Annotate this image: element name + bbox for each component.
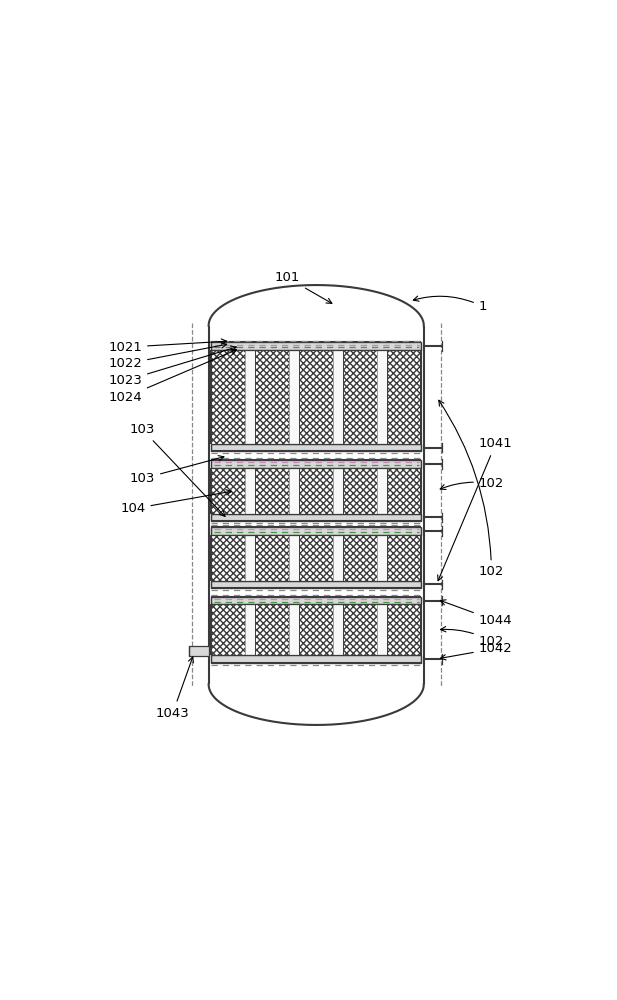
Bar bbox=[387, 604, 421, 655]
Bar bbox=[387, 468, 421, 514]
Bar bbox=[343, 350, 377, 444]
Text: 1041: 1041 bbox=[437, 437, 513, 581]
Text: 1: 1 bbox=[413, 296, 487, 313]
Bar bbox=[212, 604, 246, 655]
Bar bbox=[343, 604, 377, 655]
Bar bbox=[299, 535, 333, 581]
Bar bbox=[289, 468, 299, 514]
Bar bbox=[377, 468, 387, 514]
Bar bbox=[387, 535, 421, 581]
Text: 102: 102 bbox=[441, 627, 504, 648]
Bar bbox=[212, 468, 246, 514]
Bar bbox=[212, 527, 421, 535]
Bar bbox=[255, 350, 289, 444]
Bar bbox=[289, 604, 299, 655]
Bar bbox=[212, 350, 246, 444]
Bar bbox=[377, 350, 387, 444]
Bar bbox=[246, 604, 255, 655]
Bar bbox=[255, 535, 289, 581]
Bar bbox=[212, 514, 421, 521]
Bar bbox=[299, 350, 333, 444]
Bar bbox=[333, 468, 343, 514]
Bar bbox=[212, 535, 246, 581]
Bar bbox=[377, 535, 387, 581]
Bar bbox=[333, 604, 343, 655]
Text: 1023: 1023 bbox=[108, 346, 236, 387]
Text: 102: 102 bbox=[440, 477, 504, 490]
Bar bbox=[246, 350, 255, 444]
Bar bbox=[333, 535, 343, 581]
Bar bbox=[377, 604, 387, 655]
Bar bbox=[246, 535, 255, 581]
Bar bbox=[387, 350, 421, 444]
Bar bbox=[246, 468, 255, 514]
Bar bbox=[212, 342, 421, 350]
Bar bbox=[333, 350, 343, 444]
Bar bbox=[343, 535, 377, 581]
Text: 1044: 1044 bbox=[441, 600, 512, 627]
Text: 1022: 1022 bbox=[108, 343, 226, 370]
Text: 104: 104 bbox=[120, 490, 231, 515]
Bar bbox=[212, 655, 421, 663]
Bar bbox=[255, 468, 289, 514]
Text: 1042: 1042 bbox=[441, 642, 513, 660]
Text: 101: 101 bbox=[275, 271, 332, 303]
Bar bbox=[212, 597, 421, 604]
Bar bbox=[343, 468, 377, 514]
Bar bbox=[289, 350, 299, 444]
Text: 102: 102 bbox=[439, 400, 504, 578]
Bar bbox=[212, 581, 421, 588]
Bar bbox=[289, 535, 299, 581]
Text: 103: 103 bbox=[130, 423, 225, 516]
Bar bbox=[255, 604, 289, 655]
FancyBboxPatch shape bbox=[189, 646, 209, 656]
Text: 1043: 1043 bbox=[156, 657, 194, 720]
Bar bbox=[299, 604, 333, 655]
Bar bbox=[212, 444, 421, 451]
Bar bbox=[212, 460, 421, 468]
Text: 103: 103 bbox=[130, 456, 224, 485]
Text: 1024: 1024 bbox=[108, 349, 236, 404]
Text: 1021: 1021 bbox=[108, 339, 226, 354]
Bar bbox=[299, 468, 333, 514]
